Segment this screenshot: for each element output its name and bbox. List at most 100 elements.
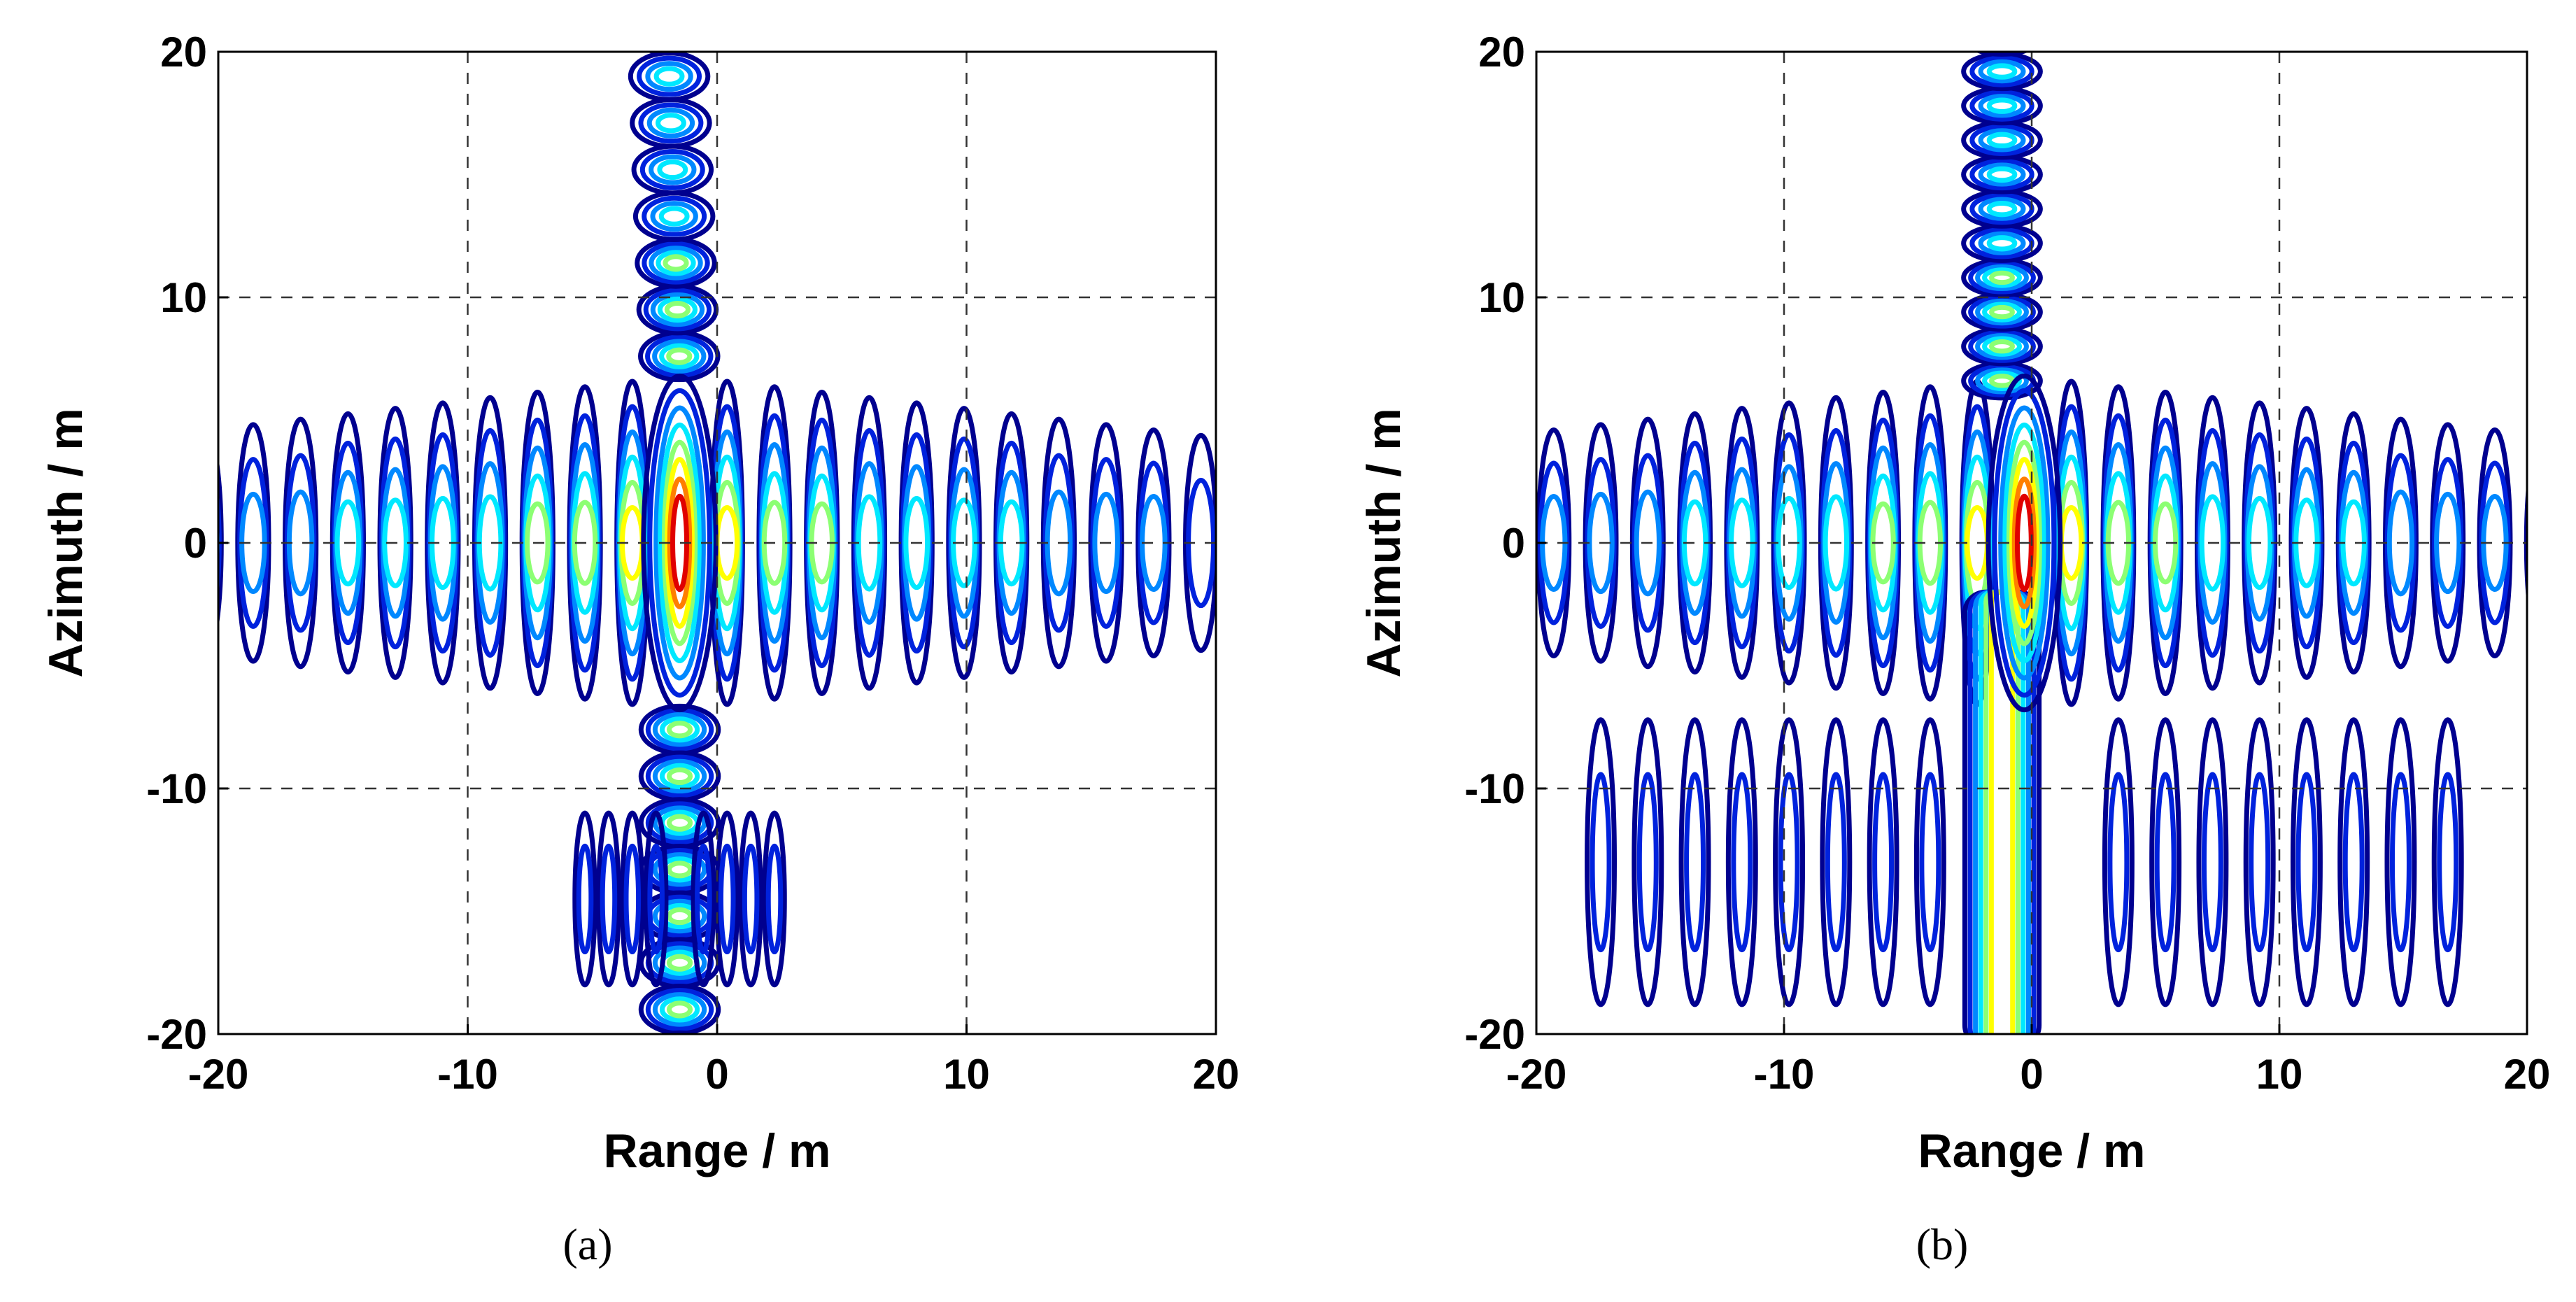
azimuth-sidelobe-b bbox=[1989, 31, 2015, 43]
azimuth-sidelobe-a bbox=[650, 292, 705, 327]
lower-sidelobe-b bbox=[1725, 717, 1758, 1007]
azimuth-sidelobe-a bbox=[666, 814, 693, 832]
range-sidelobe-b bbox=[2524, 479, 2527, 607]
lower-sidelobe-a bbox=[572, 810, 597, 988]
azimuth-sidelobe-b bbox=[1981, 27, 2023, 46]
azimuth-sidelobe-a bbox=[666, 767, 693, 786]
azimuth-sidelobe-a bbox=[655, 1041, 704, 1070]
azimuth-sidelobe-a bbox=[642, 195, 707, 237]
azimuth-sidelobe-a bbox=[659, 763, 700, 790]
lower-sidelobe-a bbox=[643, 810, 669, 988]
y-axis-label: Azimuth / m bbox=[39, 408, 92, 677]
lower-sidelobe-b bbox=[2243, 717, 2276, 1007]
azimuth-sidelobe-a bbox=[652, 945, 707, 980]
lower-sidelobe-a bbox=[596, 810, 621, 988]
lower-sidelobe-b bbox=[2431, 717, 2464, 1007]
lower-sidelobe-b bbox=[1867, 717, 1899, 1007]
y-tick-label: 10 bbox=[160, 274, 207, 321]
azimuth-sidelobe-b bbox=[1974, 52, 2030, 57]
azimuth-sidelobe-b bbox=[1968, 330, 2036, 363]
azimuth-sidelobe-a bbox=[666, 907, 693, 926]
azimuth-sidelobe-b bbox=[1982, 302, 2022, 323]
azimuth-sidelobe-a bbox=[663, 254, 689, 272]
lower-sidelobe-b bbox=[1919, 772, 1941, 953]
lower-sidelobe-b bbox=[1872, 772, 1895, 953]
x-tick-label: 10 bbox=[943, 1051, 990, 1098]
azimuth-sidelobe-a bbox=[659, 716, 700, 743]
lower-sidelobe-b bbox=[1678, 717, 1711, 1007]
azimuth-sidelobe-b bbox=[1986, 166, 2018, 183]
azimuth-sidelobe-b bbox=[1990, 52, 2014, 53]
azimuth-sidelobe-a bbox=[655, 22, 681, 37]
azimuth-sidelobe-a bbox=[646, 17, 688, 43]
azimuth-sidelobe-a bbox=[666, 861, 693, 879]
azimuth-sidelobe-a bbox=[652, 898, 707, 934]
contour-plot-b: (b) -20 -10 0 10 20 -20 -10 0 10 20 Range / m Azimu… bbox=[1288, 0, 2576, 1302]
lower-sidelobe-b bbox=[2337, 717, 2370, 1007]
azimuth-sidelobe-a bbox=[645, 801, 714, 844]
grid-a bbox=[218, 52, 1216, 1034]
azimuth-sidelobe-a bbox=[643, 288, 712, 332]
range-sidelobe-a bbox=[525, 501, 551, 585]
lower-sidelobe-b bbox=[1585, 717, 1618, 1007]
azimuth-sidelobe-a bbox=[650, 201, 698, 232]
lower-sidelobe-a bbox=[738, 810, 763, 988]
azimuth-sidelobe-a bbox=[646, 107, 695, 139]
lower-sidelobe-b bbox=[1636, 772, 1659, 953]
contour-layer-a bbox=[218, 11, 1216, 1070]
azimuth-sidelobe-a bbox=[666, 954, 693, 972]
azimuth-sidelobe-b bbox=[1969, 90, 2034, 122]
lower-sidelobe-a bbox=[691, 810, 716, 988]
azimuth-sidelobe-a bbox=[664, 300, 691, 319]
azimuth-sidelobe-b bbox=[1989, 374, 2015, 388]
contour-layer-b bbox=[1536, 27, 2527, 1034]
range-sidelobe-b bbox=[2434, 491, 2462, 595]
azimuth-sidelobe-a bbox=[656, 250, 696, 276]
lower-sidelobe-a bbox=[647, 843, 665, 955]
azimuth-sidelobe-a bbox=[656, 113, 686, 134]
lower-sidelobe-b bbox=[2102, 717, 2135, 1007]
lower-sidelobe-b bbox=[1632, 717, 1664, 1007]
x-tick-label: 20 bbox=[2504, 1051, 2551, 1098]
lower-sidelobe-b bbox=[1913, 717, 1946, 1007]
azimuth-sidelobe-a bbox=[652, 852, 707, 887]
lower-sidelobe-b bbox=[2384, 717, 2417, 1007]
mainlobe-b bbox=[1992, 388, 2057, 698]
range-sidelobe-a bbox=[572, 500, 598, 586]
lower-sidelobe-b bbox=[2201, 772, 2223, 953]
azimuth-sidelobe-a bbox=[666, 347, 693, 365]
range-sidelobe-a bbox=[1092, 491, 1120, 595]
range-sidelobe-b bbox=[2246, 495, 2273, 590]
azimuth-sidelobe-b bbox=[1978, 162, 2026, 187]
x-tick-label: -10 bbox=[437, 1051, 498, 1098]
azimuth-sidelobe-b bbox=[1982, 336, 2022, 357]
y-tick-label: 0 bbox=[1502, 520, 1525, 567]
azimuth-sidelobe-a bbox=[642, 241, 710, 285]
range-sidelobe-b bbox=[2386, 489, 2415, 597]
azimuth-sidelobe-a bbox=[652, 992, 707, 1027]
azimuth-sidelobe-a bbox=[669, 1049, 690, 1062]
range-sidelobe-a bbox=[334, 499, 362, 587]
lower-sidelobe-b bbox=[2249, 772, 2271, 953]
lower-sidelobe-b bbox=[1820, 717, 1853, 1007]
lower-sidelobe-b bbox=[1825, 772, 1847, 953]
azimuth-sidelobe-a bbox=[637, 55, 702, 97]
azimuth-sidelobe-a bbox=[666, 1000, 693, 1019]
azimuth-sidelobe-b bbox=[1975, 264, 2029, 292]
x-tick-label: 20 bbox=[1193, 1051, 1240, 1098]
lower-sidelobe-b bbox=[2154, 772, 2177, 953]
azimuth-sidelobe-a bbox=[637, 11, 698, 48]
x-axis-label: Range / m bbox=[1918, 1124, 2146, 1177]
lower-sidelobe-b bbox=[2290, 717, 2323, 1007]
azimuth-sidelobe-b bbox=[1978, 94, 2026, 118]
azimuth-sidelobe-b bbox=[1978, 231, 2026, 255]
lower-sidelobe-a bbox=[600, 843, 618, 955]
range-sidelobe-a bbox=[382, 497, 409, 588]
lower-sidelobe-a bbox=[695, 843, 712, 955]
lower-sidelobe-b bbox=[2295, 772, 2318, 953]
x-tick-label: 10 bbox=[2256, 1051, 2303, 1098]
azimuth-sidelobe-a bbox=[662, 1045, 697, 1066]
lower-sidelobe-b bbox=[2196, 717, 2229, 1007]
azimuth-sidelobe-a bbox=[659, 996, 700, 1023]
lower-sidelobe-b bbox=[1731, 772, 1753, 953]
